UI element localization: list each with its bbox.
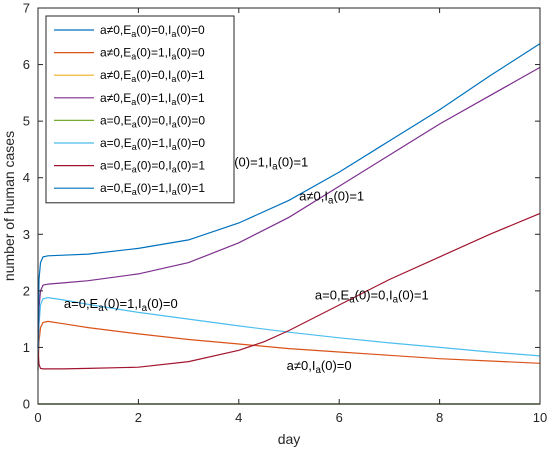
y-tick-label: 0 <box>23 397 30 412</box>
y-tick-label: 3 <box>23 227 30 242</box>
y-tick-label: 2 <box>23 283 30 298</box>
legend-entry: a≠0,Ea(0)=0,Ia(0)=0 <box>100 23 205 39</box>
legend-entry: a=0,Ea(0)=1,Ia(0)=0 <box>100 136 205 152</box>
legend-entry: a=0,Ea(0)=0,Ia(0)=1 <box>100 159 205 175</box>
legend-box <box>45 15 235 204</box>
x-tick-label: 4 <box>235 410 242 425</box>
y-tick-label: 4 <box>23 170 30 185</box>
y-tick-label: 5 <box>23 114 30 129</box>
series-line-7 <box>37 212 541 370</box>
series-line-6 <box>37 296 541 371</box>
x-tick-label: 8 <box>436 410 443 425</box>
series-line-2 <box>37 320 541 371</box>
legend-entry: a≠0,Ea(0)=0,Ia(0)=1 <box>100 68 205 84</box>
y-tick-label: 6 <box>23 57 30 72</box>
y-axis-title: number of human cases <box>1 131 17 281</box>
legend-entry: a≠0,Ea(0)=1,Ia(0)=0 <box>100 46 205 62</box>
x-tick-label: 0 <box>34 410 41 425</box>
series-line-4 <box>37 66 541 348</box>
x-tick-label: 6 <box>336 410 343 425</box>
x-axis-title: day <box>278 431 301 447</box>
legend-entry: a≠0,Ea(0)=1,Ia(0)=1 <box>100 91 205 107</box>
y-tick-label: 7 <box>23 1 30 16</box>
annotation-4: a=0,Ea(0)=1,Ia(0)=0 <box>64 296 178 314</box>
y-tick-label: 1 <box>23 340 30 355</box>
x-tick-label: 10 <box>533 410 547 425</box>
annotation-2: a≠0,Ia(0)=1 <box>299 188 364 206</box>
series-line-8 <box>37 43 541 348</box>
annotation-3: a=0,Ea(0)=0,Ia(0)=1 <box>315 287 429 305</box>
plot-frame <box>37 7 541 405</box>
legend: a≠0,Ea(0)=0,Ia(0)=0 a≠0,Ea(0)=1,Ia(0)=0 a≠… <box>45 15 235 204</box>
x-tick-label: 2 <box>135 410 142 425</box>
axes-layer: 0 2 4 6 8 10 0 1 2 3 4 5 6 7 <box>23 1 547 426</box>
annotation-5: a≠0,Ia(0)=0 <box>287 358 352 376</box>
legend-entry: a=0,Ea(0)=1,Ia(0)=1 <box>100 181 205 197</box>
legend-entry: a=0,Ea(0)=0,Ia(0)=0 <box>100 113 205 129</box>
